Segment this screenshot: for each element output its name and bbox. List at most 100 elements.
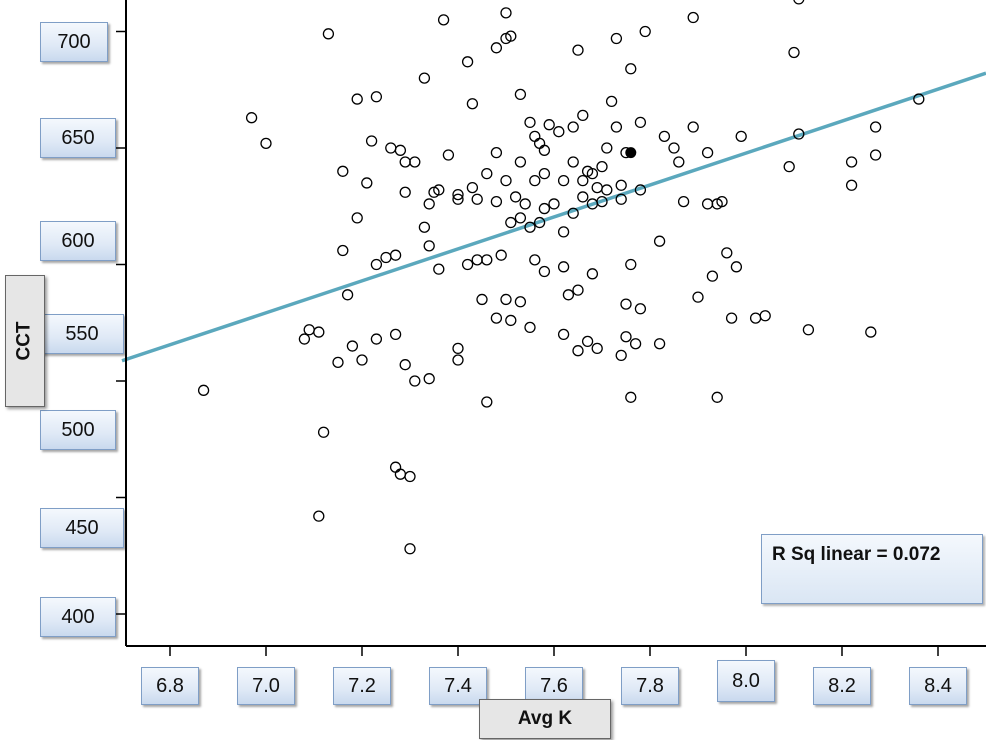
data-point (481, 167, 493, 180)
data-point (337, 244, 349, 257)
data-point (529, 254, 541, 266)
data-point (553, 126, 565, 138)
data-point (322, 28, 335, 40)
data-point (303, 324, 315, 336)
data-point (548, 198, 560, 210)
data-point (567, 207, 579, 219)
data-point (591, 181, 603, 194)
data-point (716, 195, 728, 208)
x-tick-label: 7.0 (237, 667, 295, 705)
data-point (385, 142, 397, 154)
data-point (557, 328, 570, 341)
data-point (524, 116, 536, 129)
data-point (505, 216, 517, 229)
data-point (533, 216, 546, 229)
data-point (625, 258, 637, 271)
data-point (500, 32, 512, 45)
data-point (433, 263, 445, 275)
data-point (394, 144, 407, 156)
data-point (706, 270, 719, 282)
data-point (481, 254, 493, 266)
data-point (500, 293, 512, 306)
data-point (701, 198, 714, 210)
data-point (634, 303, 647, 315)
data-point (869, 149, 882, 161)
data-point (197, 384, 210, 396)
data-point (361, 177, 373, 189)
data-point (586, 167, 599, 180)
x-tick-label: 6.8 (141, 667, 199, 705)
data-point (471, 193, 483, 205)
data-point (461, 56, 474, 68)
data-point (423, 198, 435, 210)
highlighted-data-point (625, 147, 637, 159)
data-point (466, 98, 479, 110)
data-point (865, 326, 877, 338)
data-point (437, 14, 450, 26)
fit-line-layer (121, 71, 986, 363)
data-point (625, 63, 637, 75)
data-point (721, 247, 733, 259)
data-point (423, 240, 435, 252)
data-point (351, 93, 363, 105)
data-point (490, 147, 503, 159)
y-tick-label: 450 (40, 508, 124, 548)
data-point (394, 468, 407, 480)
data-point (601, 142, 613, 154)
data-point (625, 391, 637, 403)
x-tick-label: 8.2 (813, 667, 871, 705)
data-point (389, 328, 402, 341)
data-point (793, 128, 805, 140)
data-point (687, 121, 699, 133)
data-point (490, 195, 503, 208)
data-point (524, 221, 536, 233)
data-point (452, 188, 464, 201)
data-point (557, 261, 570, 273)
data-point (615, 349, 627, 362)
data-point (524, 321, 536, 334)
data-point (735, 130, 747, 143)
data-point (370, 91, 383, 103)
data-point (634, 184, 647, 196)
y-tick-label: 700 (40, 22, 108, 62)
data-point (620, 331, 632, 343)
data-point (505, 314, 517, 327)
data-point (490, 42, 503, 54)
data-point (442, 149, 455, 161)
data-point (692, 291, 704, 303)
data-point (730, 261, 743, 273)
data-point (529, 174, 541, 187)
data-point (370, 258, 383, 271)
data-point (380, 251, 392, 264)
data-point (351, 212, 363, 224)
data-point (610, 121, 623, 133)
data-point (567, 156, 579, 168)
data-point (433, 184, 445, 196)
data-point (620, 298, 632, 310)
data-point (452, 354, 464, 366)
data-point (418, 72, 431, 84)
y-tick-label: 400 (40, 597, 116, 637)
data-point (538, 167, 551, 180)
data-point (389, 461, 402, 473)
data-point (577, 109, 589, 122)
points-layer (197, 0, 925, 555)
data-point (653, 235, 666, 247)
data-point (346, 340, 359, 352)
data-point (725, 312, 738, 324)
data-point (845, 179, 858, 191)
data-point (711, 391, 723, 403)
data-point (471, 254, 483, 266)
y-tick-label: 600 (40, 221, 116, 261)
data-point (634, 116, 647, 129)
data-point (577, 174, 589, 187)
y-tick-label: 550 (40, 314, 124, 354)
data-point (313, 510, 325, 522)
y-tick-marks (116, 30, 126, 615)
data-point (370, 333, 383, 345)
y-axis-title: CCT (5, 275, 45, 407)
data-point (913, 93, 925, 105)
data-point (490, 312, 503, 324)
data-point (869, 121, 882, 133)
